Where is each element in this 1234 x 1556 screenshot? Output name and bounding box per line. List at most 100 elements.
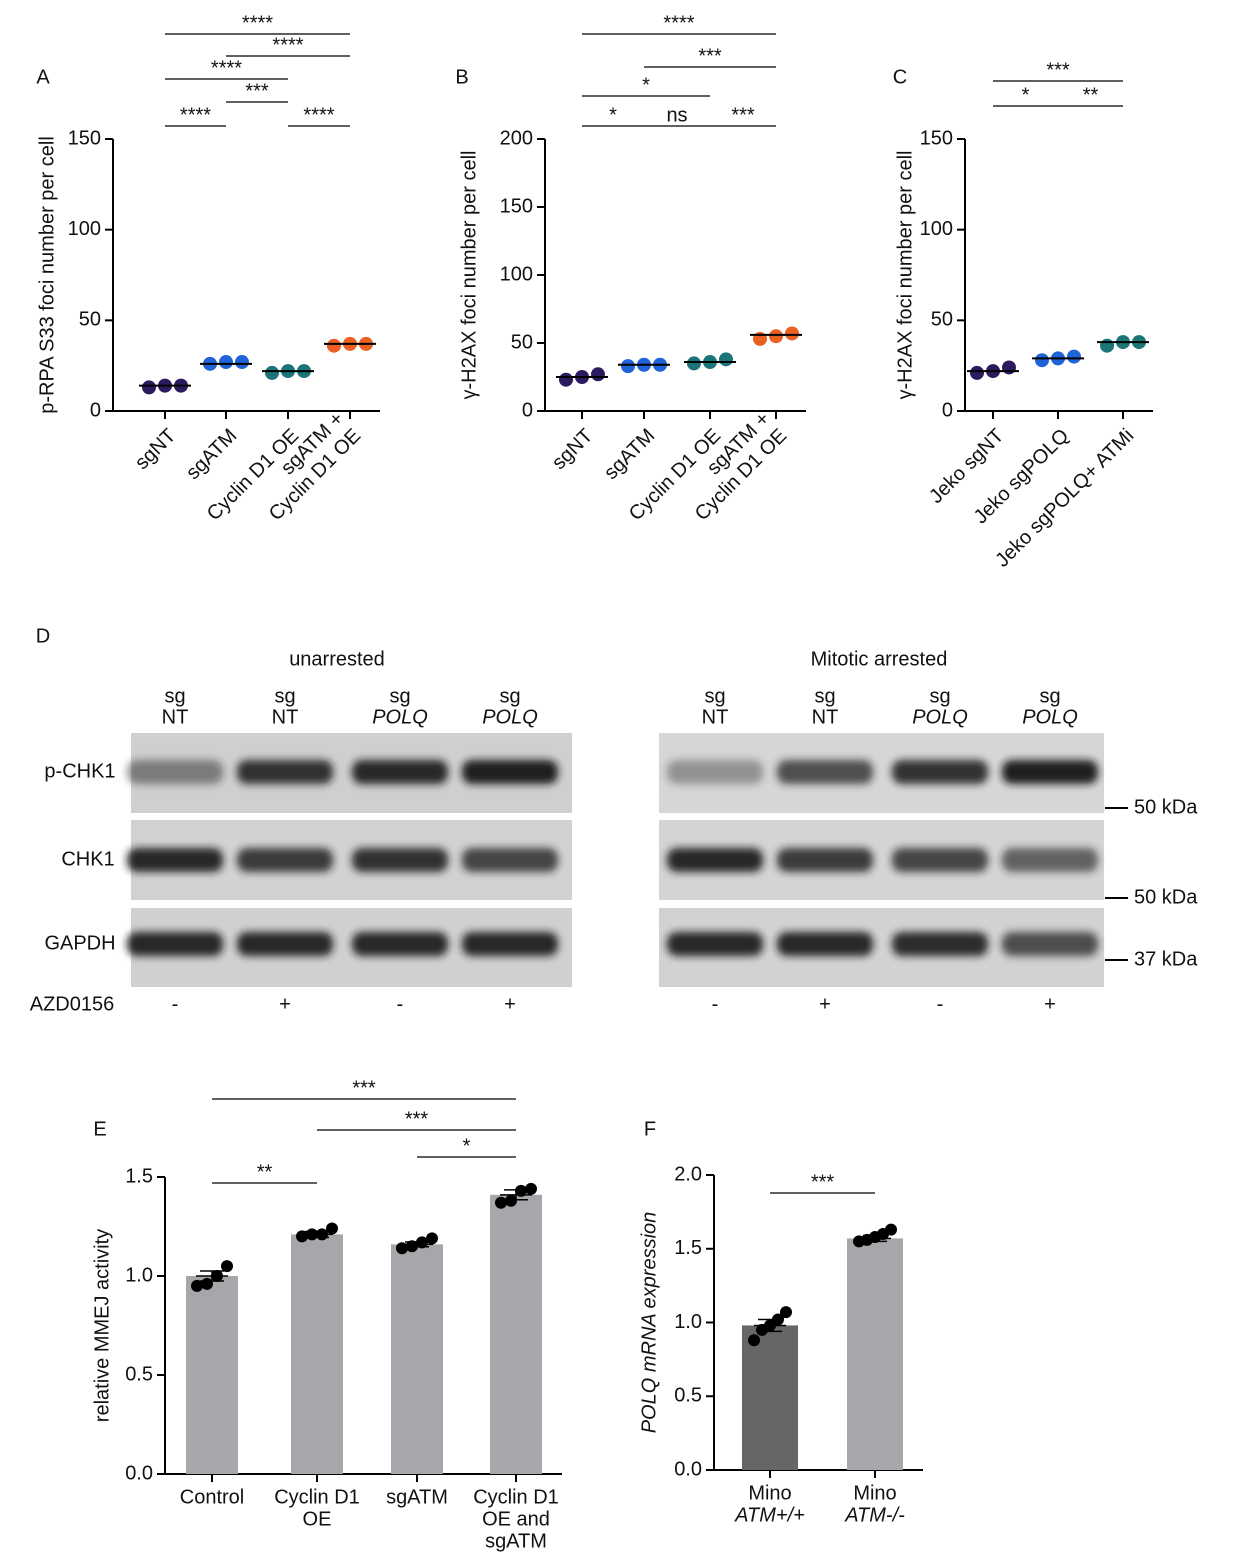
- significance-label: ***: [405, 1108, 429, 1130]
- bar: [291, 1234, 343, 1474]
- data-point: [316, 1228, 328, 1241]
- x-tick-label-group: sgATM: [182, 425, 241, 484]
- significance-label: ****: [272, 34, 303, 56]
- data-point: [515, 1184, 527, 1197]
- y-axis-label: p-RPA S33 foci number per cell: [36, 136, 58, 414]
- lane-label: POLQ: [912, 706, 968, 728]
- panel-letter: E: [93, 1118, 106, 1140]
- significance-label: ****: [663, 12, 694, 34]
- treatment-sign: -: [937, 993, 944, 1015]
- significance-label: ***: [1046, 59, 1070, 81]
- data-point: [416, 1236, 428, 1249]
- replicate-dot: [769, 329, 783, 344]
- group-label: Mitotic arrested: [811, 648, 948, 670]
- blot-band: [127, 760, 223, 784]
- replicate-dot: [142, 380, 156, 395]
- bar: [490, 1194, 542, 1474]
- y-tick-label: 150: [920, 127, 953, 149]
- treatment-sign: -: [172, 993, 179, 1015]
- treatment-sign: +: [279, 993, 291, 1015]
- replicate-dot: [719, 352, 733, 367]
- lane-label: POLQ: [372, 706, 428, 728]
- data-point: [780, 1306, 792, 1319]
- x-tick-label: sgATM: [485, 1530, 547, 1552]
- significance-label: *: [642, 74, 650, 96]
- replicate-dot: [1100, 338, 1114, 353]
- y-tick-label: 1.0: [125, 1264, 153, 1286]
- y-tick-label: 150: [500, 195, 533, 217]
- data-point: [406, 1240, 418, 1253]
- group-label: unarrested: [289, 648, 385, 670]
- lane-label: NT: [272, 706, 299, 728]
- replicate-dot: [1035, 353, 1049, 368]
- significance-label: *: [609, 104, 617, 126]
- treatment-sign: +: [819, 993, 831, 1015]
- blot-band: [667, 848, 763, 872]
- data-point: [525, 1182, 537, 1195]
- blot-band: [1002, 848, 1098, 872]
- marker-label: 50 kDa: [1134, 886, 1198, 908]
- lane-label: sg: [814, 685, 835, 707]
- y-tick-label: 50: [79, 309, 101, 331]
- replicate-dot: [591, 367, 605, 382]
- x-tick-label-group: sgNT: [548, 425, 597, 474]
- significance-label: **: [257, 1161, 273, 1183]
- panel-letter: D: [36, 625, 50, 647]
- data-point: [748, 1334, 760, 1347]
- blot-band: [777, 760, 873, 784]
- marker-label: 37 kDa: [1134, 948, 1198, 970]
- blot-band: [667, 760, 763, 784]
- x-tick-label: sgATM: [386, 1486, 448, 1508]
- y-tick-label: 2.0: [674, 1163, 702, 1185]
- data-point: [772, 1313, 784, 1326]
- data-point: [426, 1232, 438, 1245]
- blot-band: [127, 932, 223, 956]
- y-axis-label: POLQ mRNA expression: [638, 1212, 660, 1434]
- blot-band: [462, 760, 558, 784]
- blot-band: [127, 848, 223, 872]
- significance-label: ****: [211, 57, 242, 79]
- bar: [742, 1325, 798, 1470]
- significance-label: *: [463, 1135, 471, 1157]
- y-tick-label: 150: [68, 127, 101, 149]
- data-point: [191, 1279, 203, 1292]
- replicate-dot: [265, 365, 279, 380]
- data-point: [211, 1270, 223, 1282]
- blot-band: [892, 932, 988, 956]
- x-tick-label: Cyclin D1: [274, 1486, 360, 1508]
- x-tick-label: sgNT: [131, 425, 180, 474]
- treatment-label: AZD0156: [30, 993, 115, 1015]
- lane-label: sg: [389, 685, 410, 707]
- y-tick-label: 1.5: [674, 1237, 702, 1259]
- bar: [186, 1276, 238, 1474]
- significance-label: ****: [242, 12, 273, 34]
- lane-label: sg: [274, 685, 295, 707]
- x-tick-label: Mino: [748, 1482, 791, 1504]
- blot-band: [352, 848, 448, 872]
- replicate-dot: [785, 326, 799, 341]
- y-tick-label: 100: [500, 263, 533, 285]
- blot-band: [352, 760, 448, 784]
- lane-label: NT: [702, 706, 729, 728]
- bar: [847, 1238, 903, 1470]
- y-tick-label: 0.5: [125, 1363, 153, 1385]
- replicate-dot: [235, 355, 249, 370]
- y-tick-label: 1.5: [125, 1165, 153, 1187]
- blot-band: [892, 760, 988, 784]
- y-tick-label: 0.5: [674, 1385, 702, 1407]
- replicate-dot: [559, 372, 573, 387]
- significance-label: ***: [731, 104, 755, 126]
- replicate-dot: [970, 365, 984, 380]
- y-tick-label: 0.0: [674, 1458, 702, 1480]
- x-tick-label: sgNT: [548, 425, 597, 474]
- x-tick-label: Cyclin D1: [473, 1486, 559, 1508]
- y-tick-label: 0: [942, 399, 953, 421]
- y-tick-label: 200: [500, 127, 533, 149]
- x-tick-label-group: sgNT: [131, 425, 180, 474]
- treatment-sign: -: [712, 993, 719, 1015]
- data-point: [505, 1194, 517, 1207]
- significance-label: **: [1083, 84, 1099, 106]
- lane-label: sg: [1039, 685, 1060, 707]
- y-tick-label: 100: [920, 218, 953, 240]
